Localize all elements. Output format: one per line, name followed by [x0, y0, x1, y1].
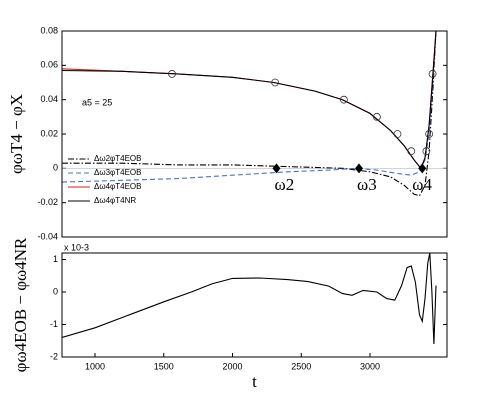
diamond-marker — [272, 163, 281, 174]
frame — [61, 30, 448, 238]
circle-marker — [407, 147, 416, 156]
circle-marker — [425, 130, 434, 138]
annotation: a5 = 25 — [82, 97, 112, 107]
legend-label: Δω4φT4EOB — [94, 182, 141, 191]
point-label: ω2 — [275, 175, 295, 194]
legend-label: Δω2φT4EOB — [94, 154, 141, 163]
diamond-marker — [355, 163, 363, 174]
y-tick-label: 0.06 — [40, 60, 58, 70]
frame — [61, 252, 448, 358]
y-tick-label: -0.04 — [37, 231, 58, 241]
circle-marker — [271, 78, 280, 87]
diamond-marker — [418, 163, 427, 174]
series-line — [62, 31, 437, 183]
y-tick-label: 0 — [53, 286, 58, 296]
y-tick-label: 0.04 — [40, 94, 58, 104]
x-tick-label: 2500 — [291, 361, 311, 371]
y-axis-label: φωT4 − φX — [7, 94, 26, 174]
circle-marker — [422, 147, 431, 156]
point-label: ω4 — [412, 175, 432, 194]
x-tick-label: 1000 — [85, 361, 105, 371]
circle-marker — [393, 130, 402, 138]
plot — [62, 31, 447, 197]
series-line — [62, 253, 437, 345]
y-tick-label: -2 — [50, 351, 58, 361]
multiplier: x 10-3 — [64, 242, 89, 252]
y-axis-label: φω4EOB − φω4NR — [11, 237, 30, 372]
circle-marker — [339, 95, 348, 104]
y-tick-label: 1 — [53, 254, 58, 264]
y-tick-label: 0.02 — [40, 128, 58, 138]
series-line — [62, 31, 437, 197]
x-tick-label: 1500 — [154, 361, 174, 371]
legend-label: Δω3φT4EOB — [94, 168, 141, 177]
y-tick-label: 0.08 — [40, 25, 58, 35]
series-line — [62, 31, 437, 170]
plot — [62, 253, 437, 345]
y-tick-label: 0 — [53, 163, 58, 173]
series-line — [62, 31, 437, 170]
circle-marker — [168, 70, 176, 78]
circle-marker — [372, 112, 381, 121]
legend-label: Δω4φT4NR — [94, 196, 136, 205]
y-tick-label: -0.02 — [37, 197, 58, 207]
point-label: ω3 — [357, 175, 377, 194]
x-axis-label: t — [252, 372, 257, 391]
x-tick-label: 3000 — [360, 361, 380, 371]
y-tick-label: -1 — [50, 319, 58, 329]
circle-marker — [428, 70, 437, 78]
x-tick-label: 2000 — [222, 361, 242, 371]
